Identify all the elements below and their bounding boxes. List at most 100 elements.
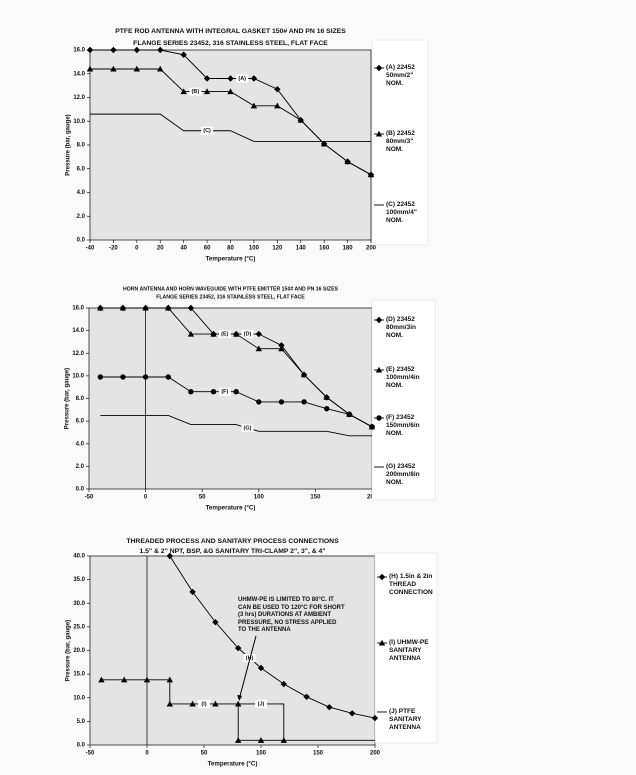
x-axis-label: Temperature (°C) xyxy=(206,505,256,512)
chart-title: PTFE ROD ANTENNA WITH INTEGRAL GASKET 15… xyxy=(115,28,346,35)
circle-marker xyxy=(210,389,217,395)
diamond-marker xyxy=(189,588,196,596)
triangle-marker xyxy=(166,700,173,707)
diamond-marker xyxy=(86,46,94,54)
chart-subtitle: FLANGE SERIES 23452, 316 STAINLESS STEEL… xyxy=(156,294,305,300)
x-tick-label: 120 xyxy=(272,246,283,252)
y-tick-label: 15.0 xyxy=(73,672,85,678)
triangle-marker xyxy=(165,304,172,311)
diamond-marker xyxy=(371,714,379,722)
series-label: (A) xyxy=(238,76,246,82)
diamond-marker xyxy=(257,664,265,672)
x-tick-label: -40 xyxy=(86,246,95,252)
diamond-marker xyxy=(133,46,141,54)
series-label-bg xyxy=(198,699,210,708)
chart-subtitle: FLANGE SERIES 23452, 316 STAINLESS STEEL… xyxy=(133,40,328,47)
annotation-arrow xyxy=(238,635,257,700)
triangle-marker xyxy=(142,304,149,311)
triangle-marker xyxy=(227,88,234,95)
circle-marker xyxy=(97,374,104,380)
circle-marker xyxy=(120,374,126,380)
arrow-head xyxy=(237,694,243,701)
series-label: (I) xyxy=(201,701,206,707)
y-tick-label: 2.0 xyxy=(76,464,85,470)
triangle-marker xyxy=(300,371,308,378)
y-tick-label: 5.0 xyxy=(77,719,86,725)
diamond-marker xyxy=(255,330,262,338)
series-label: (J) xyxy=(258,701,265,707)
legend-marker xyxy=(375,366,383,373)
x-tick-label: 100 xyxy=(249,246,260,252)
legend-label: (C) 22452 100mm/4" NOM. xyxy=(386,201,417,224)
triangle-marker xyxy=(274,102,281,109)
y-tick-label: 30.0 xyxy=(73,601,85,607)
x-tick-label: 80 xyxy=(227,246,234,252)
y-axis-label: Pressure (bar, gauge) xyxy=(65,368,71,429)
x-tick-label: 50 xyxy=(201,751,208,757)
triangle-marker xyxy=(278,345,285,352)
circle-marker xyxy=(369,424,375,430)
triangle-marker xyxy=(203,88,211,95)
diamond-marker xyxy=(166,552,173,560)
chart-title: HORN ANTENNA AND HORN WAVEGUIDE WITH PTF… xyxy=(123,286,339,292)
chart-title: THREADED PROCESS AND SANITARY PROCESS CO… xyxy=(126,538,339,545)
circle-marker xyxy=(346,411,353,418)
x-tick-label: 0 xyxy=(145,751,149,757)
y-tick-label: 35.0 xyxy=(73,577,85,583)
triangle-marker xyxy=(110,65,117,72)
diamond-marker xyxy=(274,85,281,93)
annotation: UHMW-PE IS LIMITED TO 80°C. IT CAN BE US… xyxy=(238,597,345,633)
x-tick-label: 50 xyxy=(199,495,206,501)
triangle-marker xyxy=(157,65,164,72)
legend-label: (B) 22452 80mm/3" NOM. xyxy=(386,130,415,153)
x-tick-label: -50 xyxy=(85,495,94,501)
x-axis-label: Temperature (°C) xyxy=(206,256,256,263)
triangle-marker xyxy=(143,676,151,683)
y-tick-label: 14.0 xyxy=(73,71,85,77)
y-tick-label: 12.0 xyxy=(72,351,84,357)
diamond-marker xyxy=(110,46,117,54)
y-tick-label: 8.0 xyxy=(77,143,86,149)
series-label: (E) xyxy=(221,331,229,337)
circle-marker xyxy=(301,399,307,405)
y-tick-label: 12.0 xyxy=(73,95,85,101)
legend-label: (G) 23452 200mm/8in NOM. xyxy=(386,463,420,486)
chart-subtitle: 1.5" & 2" NPT, BSP, &G SANITARY TRI-CLAM… xyxy=(139,548,325,555)
series-label: (D) xyxy=(244,331,252,337)
x-axis-label: Temperature (°C) xyxy=(208,761,258,768)
diamond-marker xyxy=(203,75,211,82)
y-tick-label: 10.0 xyxy=(72,373,84,379)
y-tick-label: 6.0 xyxy=(76,419,85,425)
plot-area xyxy=(89,555,376,746)
legend-marker xyxy=(376,415,382,421)
x-tick-label: 0 xyxy=(144,495,148,501)
triangle-marker xyxy=(121,676,128,683)
triangle-marker xyxy=(98,676,105,683)
circle-marker xyxy=(233,389,239,395)
legend-box xyxy=(371,39,429,246)
triangle-marker xyxy=(235,737,242,743)
triangle-marker xyxy=(210,330,217,337)
circle-marker xyxy=(165,374,171,380)
x-tick-label: 200 xyxy=(366,246,377,252)
triangle-marker xyxy=(187,330,195,337)
triangle-marker xyxy=(212,700,219,707)
triangle-marker xyxy=(320,140,328,147)
diamond-marker xyxy=(227,75,234,82)
series-label-bg xyxy=(201,126,214,135)
circle-marker xyxy=(278,399,285,405)
x-tick-label: 180 xyxy=(343,246,354,252)
x-tick-label: 100 xyxy=(254,495,265,501)
legend-marker xyxy=(378,639,386,646)
legend-label: (A) 22452 50mm/2" NOM. xyxy=(386,64,415,87)
legend-label: (J) PTFE SANITARY ANTENNA xyxy=(389,708,422,731)
series-label-bg xyxy=(241,330,254,339)
circle-marker xyxy=(324,405,330,412)
x-tick-label: 200 xyxy=(370,751,381,757)
diamond-marker xyxy=(278,342,285,349)
series-label-bg xyxy=(218,330,231,339)
series-label: (C) xyxy=(203,128,211,134)
diamond-marker xyxy=(250,75,258,82)
legend-marker xyxy=(375,316,383,324)
